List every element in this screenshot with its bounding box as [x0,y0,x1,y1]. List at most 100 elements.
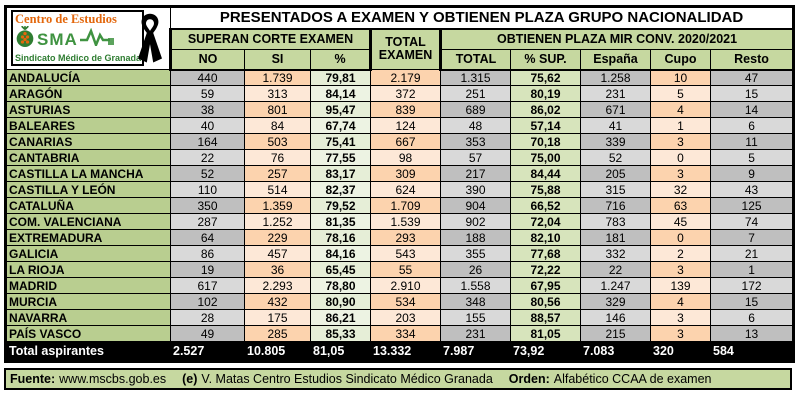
pct-sup-cell: 70,18 [510,133,581,150]
pomegranate-icon [15,25,35,53]
no-cell: 28 [170,309,245,326]
cupo-cell: 3 [650,309,711,326]
pct-sup-cell: 88,57 [510,309,581,326]
pct-sup-cell: 67,95 [510,277,581,294]
total-cell: 48 [440,117,511,134]
pct-cell: 84,14 [310,85,371,102]
total-examen-cell: 534 [370,293,441,310]
si-cell: 2.293 [244,277,311,294]
espana-cell: 146 [580,309,651,326]
table-row: CATALUÑA 350 1.359 79,52 1.709 904 66,52 716 63 1… [5,197,795,214]
mourning-ribbon-icon [134,11,166,69]
resto-cell: 5 [709,149,795,166]
si-cell: 313 [244,85,311,102]
total-espana-cell: 7.083 [580,341,651,362]
si-cell: 1.739 [244,69,311,86]
cupo-cell: 3 [650,165,711,182]
resto-cell: 15 [709,85,795,102]
no-cell: 59 [170,85,245,102]
cupo-cell: 32 [650,181,711,198]
table-row: NAVARRA 28 175 86,21 203 155 88,57 146 3 6 [5,309,795,326]
fuente-url: www.mscbs.gob.es [59,372,167,386]
pct-cell: 78,16 [310,229,371,246]
no-cell: 40 [170,117,245,134]
cupo-cell: 10 [650,69,711,86]
column-header-row: NO SI % TOTAL % SUP. España Cupo Resto [6,49,795,71]
espana-cell: 332 [580,245,651,262]
logo-box: Centro de Estudios [11,10,144,66]
total-examen-cell: 55 [370,261,441,278]
pct-sup-cell: 84,44 [510,165,581,182]
total-cell: 689 [440,101,511,118]
pct-cell: 83,17 [310,165,371,182]
espana-cell: 671 [580,101,651,118]
name-cell: NAVARRA [5,309,171,326]
footer-bar: Fuente: www.mscbs.gob.es (e) V. Matas Ce… [4,368,792,390]
total-cell: 353 [440,133,511,150]
credit-text: V. Matas Centro Estudios Sindicato Médic… [201,372,493,386]
name-cell: COM. VALENCIANA [5,213,171,230]
name-cell: BALEARES [5,117,171,134]
total-no-cell: 2.527 [170,341,245,362]
si-cell: 457 [244,245,311,262]
espana-cell: 329 [580,293,651,310]
si-cell: 84 [244,117,311,134]
col-header-total-examen: TOTAL EXAMEN [369,28,442,70]
pct-sup-cell: 75,62 [510,69,581,86]
table-row: MADRID 617 2.293 78,80 2.910 1.558 67,95 1.247 1… [5,277,795,294]
total-examen-cell: 203 [370,309,441,326]
espana-cell: 1.247 [580,277,651,294]
table-row: PAÍS VASCO 49 285 85,33 334 231 81,05 215 3 13 [5,325,795,342]
total-cell: 57 [440,149,511,166]
name-cell: CASTILLA Y LEÓN [5,181,171,198]
cupo-cell: 3 [650,133,711,150]
name-cell: ASTURIAS [5,101,171,118]
resto-cell: 9 [709,165,795,182]
si-cell: 76 [244,149,311,166]
total-examen-cell: 98 [370,149,441,166]
resto-cell: 7 [709,229,795,246]
group-superan-corte: SUPERAN CORTE EXAMEN [169,28,371,50]
name-cell: ARAGÓN [5,85,171,102]
col-header-no: NO [169,49,245,71]
pct-cell: 78,80 [310,277,371,294]
no-cell: 52 [170,165,245,182]
no-cell: 617 [170,277,245,294]
name-cell: LA RIOJA [5,261,171,278]
cupo-cell: 4 [650,101,711,118]
name-cell: CANTABRIA [5,149,171,166]
espana-cell: 215 [580,325,651,342]
name-cell: CATALUÑA [5,197,171,214]
espana-cell: 716 [580,197,651,214]
cupo-cell: 63 [650,197,711,214]
fuente-label: Fuente: [10,372,56,386]
no-cell: 19 [170,261,245,278]
si-cell: 1.359 [244,197,311,214]
si-cell: 257 [244,165,311,182]
pct-cell: 82,37 [310,181,371,198]
total-examen-cell: 624 [370,181,441,198]
si-cell: 503 [244,133,311,150]
espana-cell: 315 [580,181,651,198]
pct-sup-cell: 57,14 [510,117,581,134]
total-cell: 231 [440,325,511,342]
total-total-cell: 7.987 [440,341,511,362]
total-examen-cell: 667 [370,133,441,150]
total-cell: 904 [440,197,511,214]
no-cell: 440 [170,69,245,86]
table-row: COM. VALENCIANA 287 1.252 81,35 1.539 902 72,0… [5,213,795,230]
pct-cell: 86,21 [310,309,371,326]
pct-cell: 77,55 [310,149,371,166]
total-cell: 390 [440,181,511,198]
total-cell: 26 [440,261,511,278]
espana-cell: 339 [580,133,651,150]
cupo-cell: 3 [650,261,711,278]
col-header-cupo: Cupo [650,49,711,71]
resto-cell: 1 [709,261,795,278]
table-row: CANARIAS 164 503 75,41 667 353 70,18 339 3 11 [5,133,795,150]
pct-sup-cell: 77,68 [510,245,581,262]
cupo-cell: 2 [650,245,711,262]
page-title: PRESENTADOS A EXAMEN Y OBTIENEN PLAZA GR… [169,6,795,30]
total-examen-cell: 1.539 [370,213,441,230]
total-cell: 348 [440,293,511,310]
